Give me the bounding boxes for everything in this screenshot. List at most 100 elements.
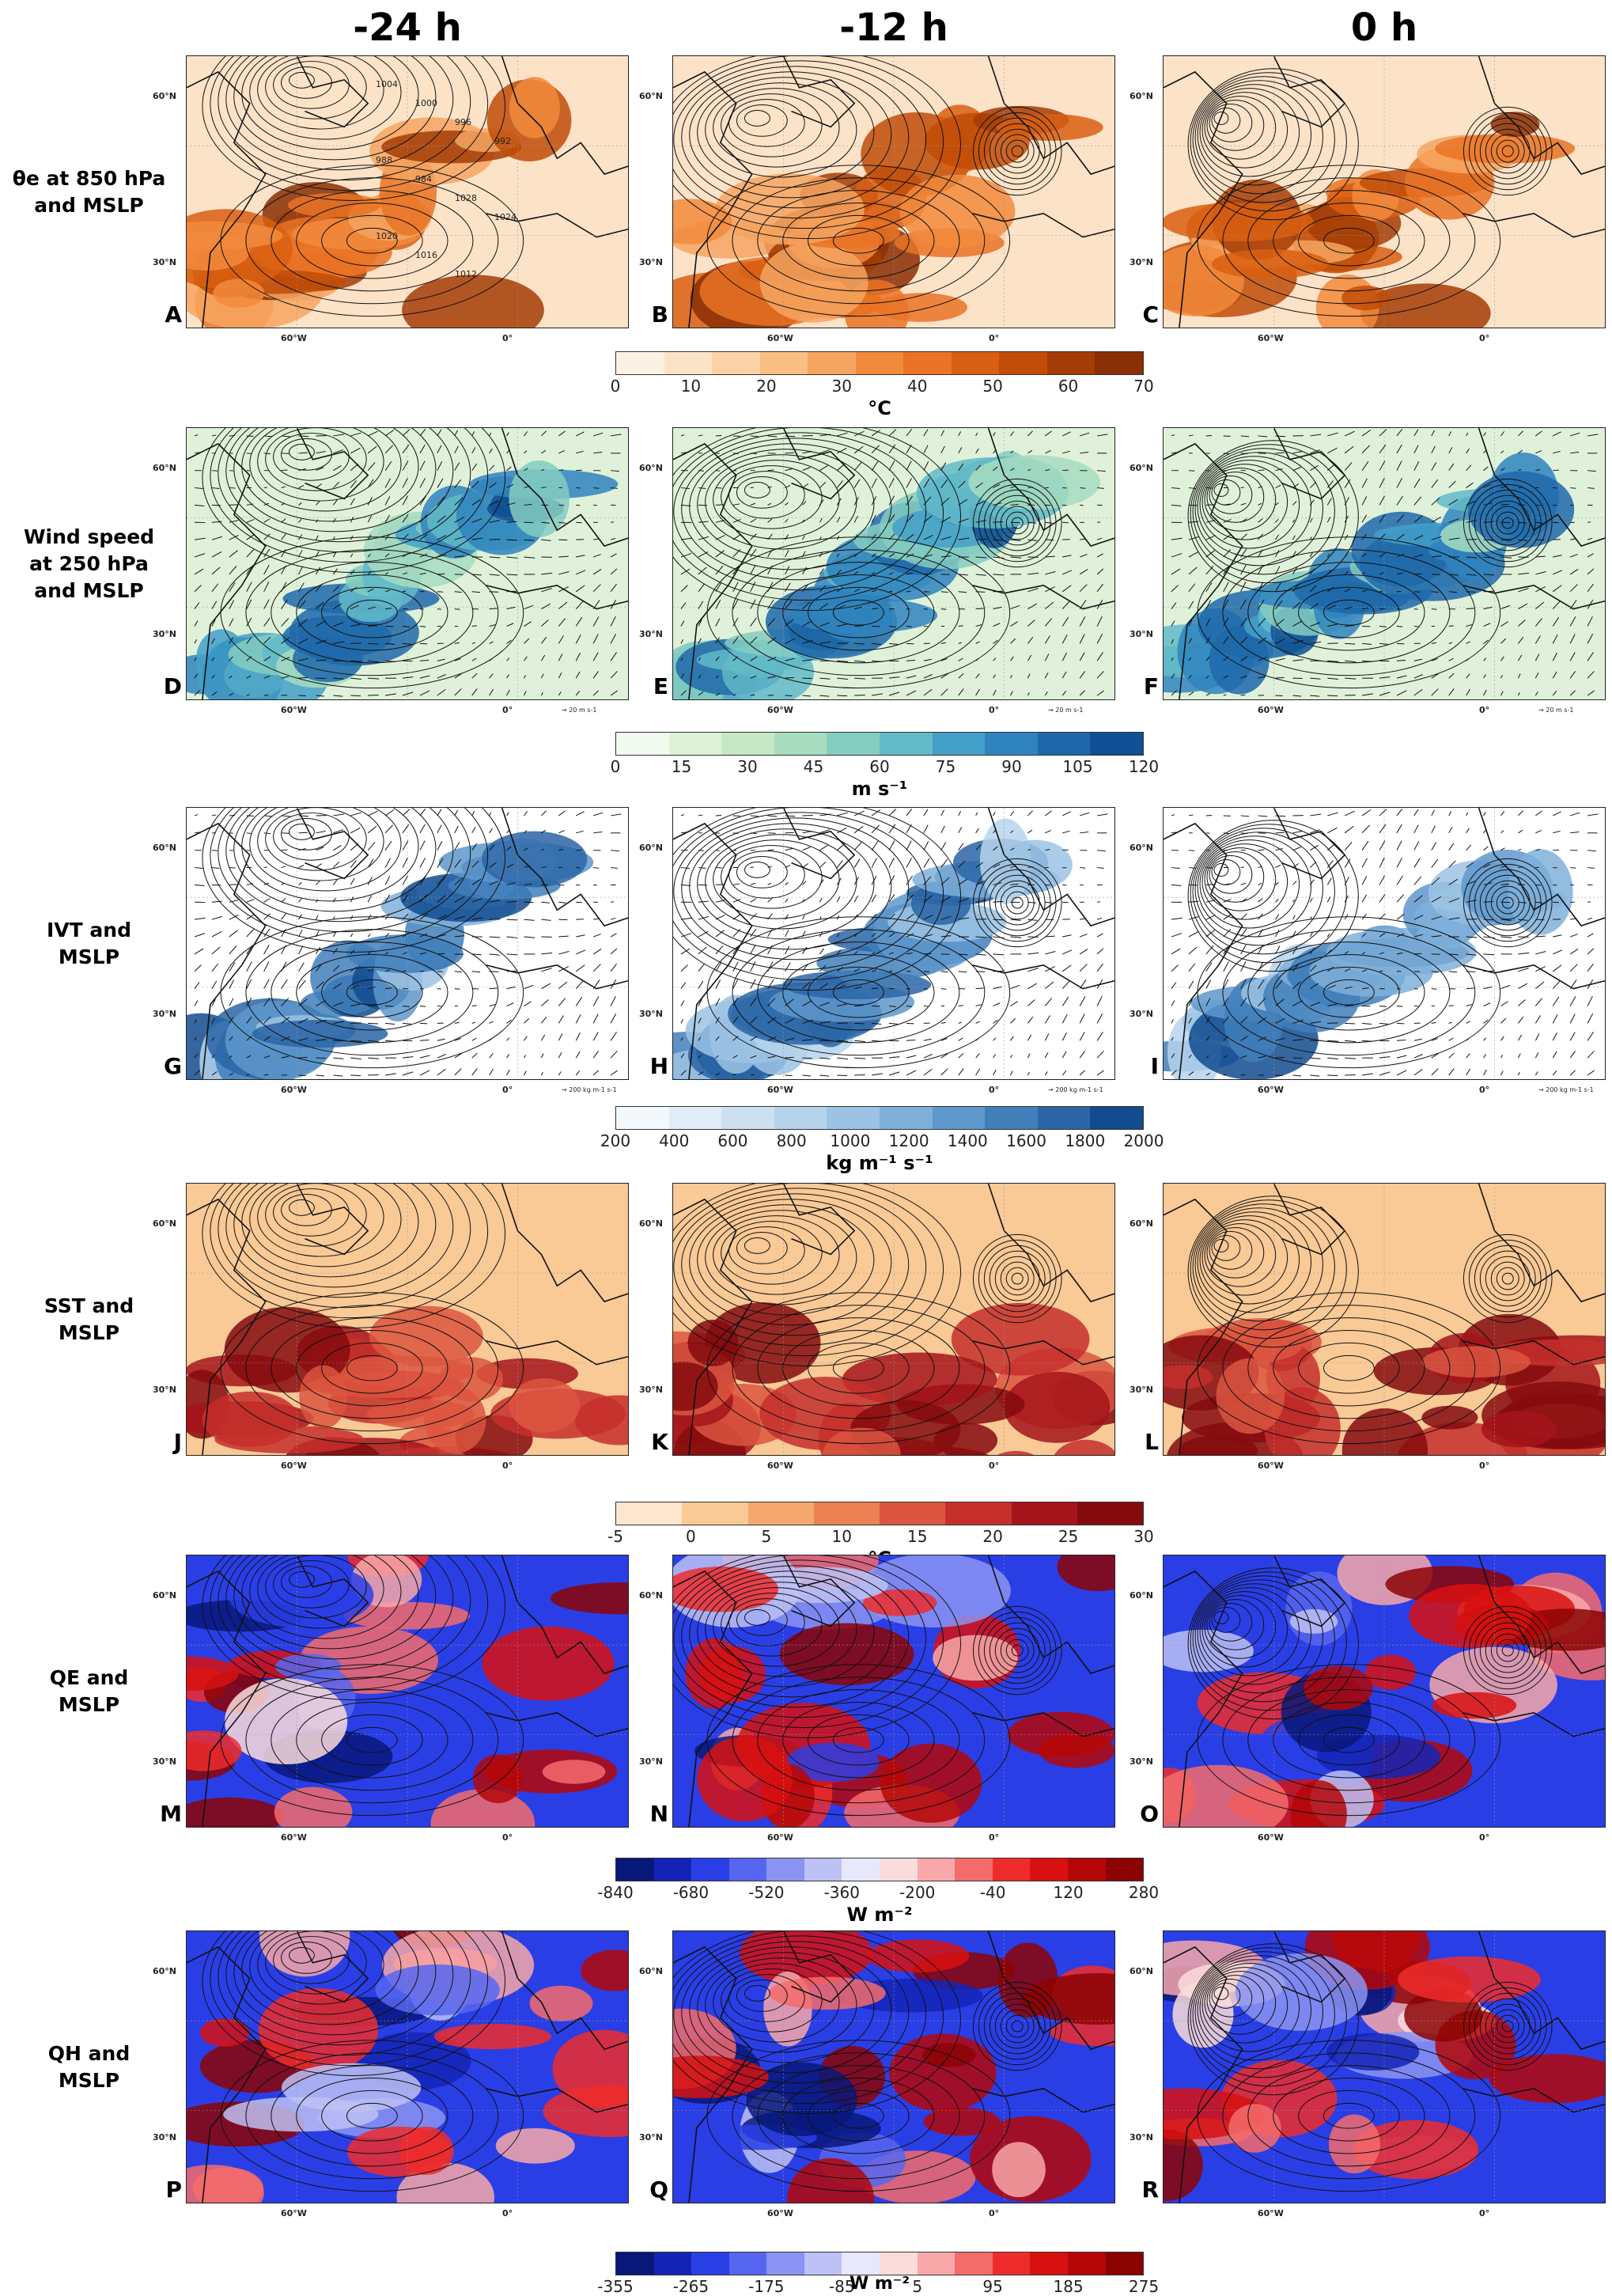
field-blob bbox=[697, 1737, 793, 1822]
vector-arrow bbox=[1258, 470, 1265, 471]
colorbar-segment bbox=[842, 2252, 880, 2275]
vector-arrow bbox=[576, 850, 582, 851]
vector-arrow bbox=[368, 1023, 378, 1024]
lat-tick-60n: 60°N bbox=[1130, 1218, 1153, 1229]
colorbar-segment bbox=[664, 352, 713, 374]
vector-arrow bbox=[282, 850, 288, 851]
lon-tick-60w: 60°W bbox=[767, 2208, 793, 2218]
field-blob bbox=[473, 1754, 523, 1803]
vector-arrow bbox=[1466, 592, 1476, 593]
colorbar-segment bbox=[945, 1502, 1011, 1525]
map-field bbox=[187, 56, 628, 328]
vector-arrow bbox=[751, 867, 754, 868]
colorbar-tick: 800 bbox=[760, 1131, 823, 1150]
colorbar-tick: 90 bbox=[980, 757, 1043, 776]
field-blob bbox=[288, 193, 381, 217]
lon-tick-0: 0° bbox=[1479, 1832, 1489, 1843]
row-label-line: at 250 hPa bbox=[0, 551, 178, 578]
colorbar-tick: 200 bbox=[584, 1131, 647, 1150]
lon-tick-0: 0° bbox=[1479, 333, 1489, 343]
map-panel-O bbox=[1163, 1555, 1606, 1828]
colorbar-segment bbox=[1030, 2252, 1068, 2275]
panel-letter-N: N bbox=[637, 1801, 668, 1827]
map-field bbox=[1164, 1555, 1605, 1827]
lon-tick-0: 0° bbox=[1479, 1085, 1489, 1095]
colorbar-segment bbox=[827, 733, 880, 755]
field-blob bbox=[769, 1977, 886, 2010]
colorbar-tick: 15 bbox=[650, 757, 713, 776]
field-blob bbox=[1228, 2104, 1281, 2152]
map-field bbox=[1164, 428, 1605, 699]
vector-arrow bbox=[993, 919, 1005, 920]
vector-arrow bbox=[1414, 953, 1421, 954]
field-blob bbox=[1435, 134, 1575, 163]
map-panel-R bbox=[1163, 1930, 1606, 2203]
vector-arrow bbox=[1224, 833, 1229, 834]
field-blob bbox=[997, 114, 1103, 141]
field-blob bbox=[1409, 1584, 1531, 1648]
colorbar-tick: 1400 bbox=[936, 1131, 999, 1150]
vector-arrow bbox=[1379, 591, 1383, 592]
lat-tick-30n: 30°N bbox=[153, 1385, 176, 1395]
row-label-line: MSLP bbox=[0, 1692, 178, 1718]
lat-tick-30n: 30°N bbox=[639, 629, 663, 639]
colorbar-tick: 25 bbox=[1037, 1527, 1100, 1546]
field-blob bbox=[482, 1627, 615, 1701]
lon-tick-60w: 60°W bbox=[767, 1461, 793, 1471]
colorbar-segment bbox=[1068, 1858, 1106, 1881]
field-blob bbox=[1508, 849, 1572, 934]
lat-tick-30n: 30°N bbox=[1130, 629, 1153, 639]
map-field bbox=[673, 808, 1114, 1079]
vector-arrow bbox=[1432, 989, 1437, 990]
field-blob bbox=[1164, 203, 1314, 241]
colorbar-segment bbox=[1077, 1502, 1143, 1525]
vector-arrow bbox=[976, 608, 984, 609]
colorbar-segment bbox=[669, 1107, 722, 1129]
lat-tick-60n: 60°N bbox=[153, 1218, 176, 1229]
lon-tick-60w: 60°W bbox=[1258, 1461, 1284, 1471]
colorbar-segment bbox=[1090, 733, 1143, 755]
colorbar-tick: 120 bbox=[1037, 1883, 1100, 1902]
vector-arrow bbox=[1189, 471, 1194, 472]
vector-arrow bbox=[768, 850, 774, 851]
lon-tick-60w: 60°W bbox=[1258, 333, 1284, 343]
vector-arrow bbox=[889, 971, 892, 972]
colorbar-tick: -5 bbox=[584, 1527, 647, 1546]
lon-tick-60w: 60°W bbox=[767, 705, 793, 715]
map-panel-B bbox=[672, 55, 1115, 328]
colorbar-tick: 0 bbox=[584, 377, 647, 396]
lat-tick-60n: 60°N bbox=[639, 1590, 663, 1601]
colorbar-tick: 1000 bbox=[819, 1131, 882, 1150]
panel-letter-L: L bbox=[1127, 1429, 1159, 1455]
field-blob bbox=[1217, 1358, 1285, 1434]
colorbar-tick: 2000 bbox=[1112, 1131, 1175, 1150]
field-blob bbox=[347, 2127, 451, 2177]
vector-scale-label: → 200 kg m-1 s-1 bbox=[562, 1086, 617, 1093]
colorbar-segment bbox=[1047, 352, 1095, 374]
colorbar-1 bbox=[615, 732, 1144, 756]
colorbar-tick: -40 bbox=[961, 1883, 1024, 1902]
colorbar-segment bbox=[842, 1858, 880, 1881]
colorbar-segment bbox=[880, 2252, 918, 2275]
lat-tick-30n: 30°N bbox=[153, 2132, 176, 2143]
colorbar-tick: 280 bbox=[1112, 1883, 1175, 1902]
lon-tick-0: 0° bbox=[502, 2208, 513, 2218]
colorbar-segment bbox=[760, 352, 808, 374]
colorbar-unit: W m⁻² bbox=[761, 2274, 998, 2294]
lon-tick-0: 0° bbox=[502, 333, 513, 343]
colorbar-segment bbox=[766, 1858, 804, 1881]
panel-letter-Q: Q bbox=[637, 2177, 668, 2203]
field-blob bbox=[509, 1378, 580, 1433]
vector-arrow bbox=[1345, 643, 1355, 644]
panel-letter-D: D bbox=[150, 673, 182, 699]
lat-tick-60n: 60°N bbox=[153, 1590, 176, 1601]
vector-arrow bbox=[976, 988, 984, 989]
field-blob bbox=[1398, 1957, 1541, 2002]
colorbar-segment bbox=[691, 2252, 729, 2275]
lon-tick-60w: 60°W bbox=[767, 1832, 793, 1843]
colorbar-segment bbox=[999, 352, 1047, 374]
vector-arrow bbox=[733, 833, 739, 834]
colorbar-tick: 600 bbox=[701, 1131, 764, 1150]
colorbar-segment bbox=[616, 733, 669, 755]
